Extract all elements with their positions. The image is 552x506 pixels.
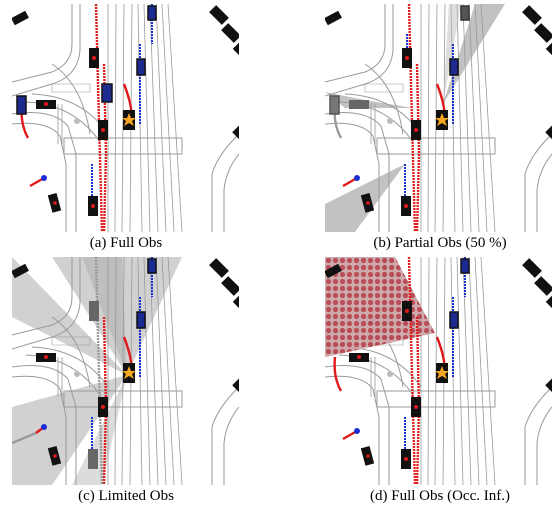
vehicle-marker bbox=[405, 309, 409, 313]
panel-full-obs bbox=[12, 4, 239, 232]
vehicle-marker bbox=[405, 56, 409, 60]
pedestrian bbox=[41, 424, 47, 430]
caption-c: (c) Limited Obs bbox=[78, 488, 174, 504]
vehicle bbox=[136, 58, 146, 76]
pedestrian bbox=[41, 175, 47, 181]
occlusion-region bbox=[443, 4, 505, 104]
vehicle-occluded bbox=[89, 301, 99, 321]
pedestrian bbox=[354, 175, 360, 181]
vehicle bbox=[147, 258, 157, 274]
trajectory-gray bbox=[12, 431, 37, 445]
vehicle bbox=[460, 258, 470, 274]
vehicle-marker bbox=[414, 405, 418, 409]
occlusion-region bbox=[82, 257, 127, 375]
trajectory-red bbox=[415, 63, 421, 232]
star-icon bbox=[435, 366, 449, 379]
trajectory-red bbox=[94, 4, 104, 232]
vehicle-occluded bbox=[88, 449, 98, 469]
caption-a: (a) Full Obs bbox=[89, 235, 163, 251]
trajectory-red bbox=[407, 4, 417, 232]
vehicle-marker bbox=[92, 56, 96, 60]
occlusion-region bbox=[52, 257, 182, 375]
vehicle-marker bbox=[404, 457, 408, 461]
scene-full-obs-occ-inf bbox=[325, 257, 552, 485]
vehicle-marker bbox=[101, 128, 105, 132]
star-icon bbox=[435, 113, 449, 126]
vehicle-marker bbox=[414, 128, 418, 132]
vehicle-marker bbox=[44, 355, 48, 359]
vehicle-occluded bbox=[349, 100, 369, 109]
vehicle bbox=[449, 311, 459, 329]
panel-limited-obs bbox=[12, 257, 239, 485]
star-icon bbox=[122, 366, 136, 379]
occlusion-region bbox=[72, 375, 127, 485]
panel-partial-obs bbox=[325, 4, 552, 232]
star-icon bbox=[122, 113, 136, 126]
vehicle bbox=[101, 83, 113, 103]
caption-b: (b) Partial Obs (50 %) bbox=[373, 235, 507, 251]
occlusion-region bbox=[325, 92, 413, 108]
trajectory-red bbox=[407, 257, 417, 485]
panel-full-obs-occ-inf bbox=[325, 257, 552, 485]
scene-limited-obs bbox=[12, 257, 239, 485]
scene-partial-obs bbox=[325, 4, 552, 232]
inferred-occlusion-region bbox=[325, 257, 435, 357]
vehicle bbox=[449, 58, 459, 76]
trajectory-red bbox=[333, 356, 343, 392]
vehicle-marker bbox=[404, 204, 408, 208]
pedestrian bbox=[354, 428, 360, 434]
trajectory-gray bbox=[94, 257, 104, 485]
scene-full-obs bbox=[12, 4, 239, 232]
vehicle bbox=[136, 311, 146, 329]
vehicle-occluded bbox=[329, 95, 340, 115]
vehicle bbox=[460, 5, 470, 21]
vehicle bbox=[16, 95, 27, 115]
vehicle-marker bbox=[357, 355, 361, 359]
vehicle-marker bbox=[44, 102, 48, 106]
caption-d: (d) Full Obs (Occ. Inf.) bbox=[370, 488, 510, 504]
vehicle-marker bbox=[91, 204, 95, 208]
vehicle-marker bbox=[101, 405, 105, 409]
vehicle bbox=[147, 5, 157, 21]
